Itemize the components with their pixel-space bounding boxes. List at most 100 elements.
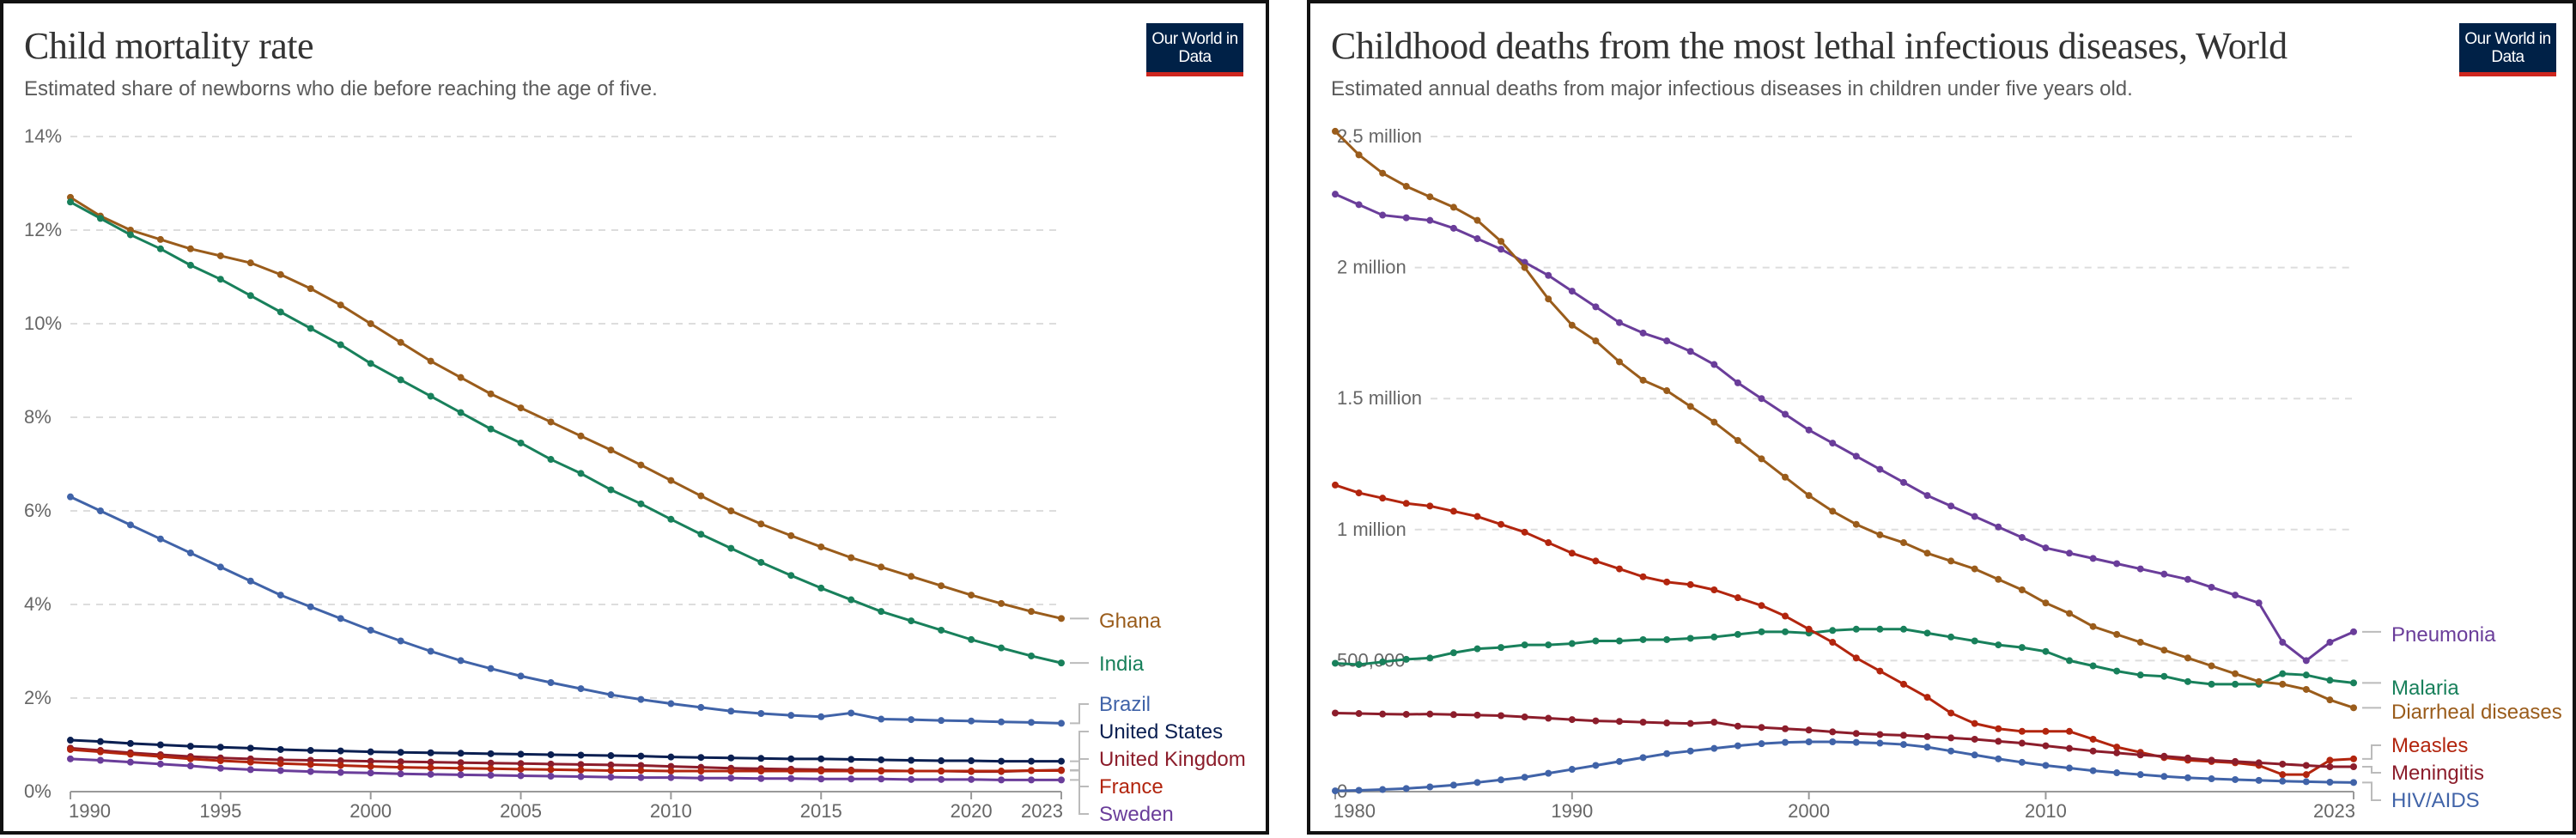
data-point <box>697 768 705 775</box>
data-point <box>1805 726 1813 734</box>
series-line <box>70 757 1061 781</box>
data-point <box>2160 672 2168 680</box>
data-point <box>2255 759 2263 767</box>
data-point <box>156 535 164 543</box>
data-point <box>2350 763 2357 771</box>
data-point <box>1710 719 1718 726</box>
data-point <box>667 774 675 781</box>
data-point <box>878 775 885 783</box>
x-tick-label: 2000 <box>1788 800 1830 822</box>
data-point <box>1899 539 1907 547</box>
data-point <box>2208 662 2215 670</box>
data-point <box>1058 720 1065 727</box>
chart-title: Childhood deaths from the most lethal in… <box>1331 25 2287 67</box>
leader-line <box>1070 769 1089 787</box>
data-point <box>2089 622 2097 630</box>
data-point <box>2208 775 2215 783</box>
data-point <box>1332 481 1339 489</box>
data-point <box>1498 776 1505 784</box>
data-point <box>547 679 555 687</box>
data-point <box>968 635 975 643</box>
data-point <box>517 404 525 412</box>
data-point <box>998 757 1005 765</box>
data-point <box>1829 639 1837 647</box>
data-point <box>1663 337 1671 345</box>
data-point <box>1568 716 1576 724</box>
owid-logo[interactable]: Our World in Data <box>1146 23 1243 76</box>
data-point <box>1426 216 1434 224</box>
data-point <box>67 493 74 501</box>
data-point <box>1449 224 1457 232</box>
data-point <box>848 709 855 717</box>
data-point <box>1592 557 1600 565</box>
data-point <box>817 755 825 762</box>
data-point <box>577 751 585 759</box>
data-point <box>2113 667 2121 675</box>
data-point <box>96 756 104 764</box>
data-point <box>307 285 314 293</box>
series-label: Meningitis <box>2391 762 2484 785</box>
data-point <box>517 439 525 446</box>
data-point <box>2160 570 2168 578</box>
series-line <box>1334 483 2354 776</box>
data-point <box>1876 731 1884 738</box>
data-point <box>607 486 615 494</box>
data-point <box>126 750 134 758</box>
data-point <box>1710 361 1718 368</box>
data-point <box>1663 750 1671 757</box>
data-point <box>577 761 585 768</box>
data-point <box>1734 742 1741 750</box>
data-point <box>2302 671 2310 679</box>
series-line <box>70 738 1061 763</box>
data-point <box>607 761 615 768</box>
data-point <box>1639 754 1647 762</box>
data-point <box>757 520 765 528</box>
data-point <box>1332 127 1339 135</box>
data-point <box>848 775 855 783</box>
series-line <box>70 196 1062 620</box>
data-point <box>216 744 224 751</box>
data-point <box>547 750 555 758</box>
data-point <box>337 301 344 309</box>
data-point <box>2160 773 2168 780</box>
series-line <box>70 495 1062 725</box>
data-point <box>1426 710 1434 718</box>
data-point <box>2042 727 2050 735</box>
data-point <box>2255 776 2263 784</box>
data-point <box>1639 719 1647 726</box>
data-point <box>1899 625 1907 633</box>
data-point <box>757 709 765 717</box>
data-point <box>2232 757 2239 765</box>
data-point <box>397 376 404 384</box>
data-point <box>307 761 314 768</box>
data-point <box>246 758 254 766</box>
data-point <box>2208 756 2215 764</box>
data-point <box>427 357 434 365</box>
data-point <box>2279 771 2287 779</box>
data-point <box>998 718 1005 726</box>
data-point <box>1995 755 2002 762</box>
data-point <box>2113 749 2121 756</box>
data-point <box>487 390 495 398</box>
data-point <box>397 749 404 756</box>
data-point <box>2350 704 2357 712</box>
data-point <box>1426 502 1434 510</box>
owid-logo[interactable]: Our World in Data <box>2459 23 2556 76</box>
data-point <box>457 759 465 767</box>
data-point <box>1615 718 1623 726</box>
data-point <box>2184 774 2191 781</box>
data-point <box>577 766 585 774</box>
series-brazil: Brazil <box>67 493 1151 727</box>
data-point <box>1402 500 1410 507</box>
data-point <box>2350 679 2357 687</box>
data-point <box>67 737 74 744</box>
data-point <box>1947 734 1955 742</box>
data-point <box>1473 645 1481 653</box>
data-point <box>2302 778 2310 786</box>
data-point <box>1852 730 1860 738</box>
data-point <box>156 760 164 768</box>
data-point <box>1782 612 1789 620</box>
series-label: Malaria <box>2391 677 2459 700</box>
data-point <box>216 757 224 765</box>
data-point <box>787 531 795 539</box>
